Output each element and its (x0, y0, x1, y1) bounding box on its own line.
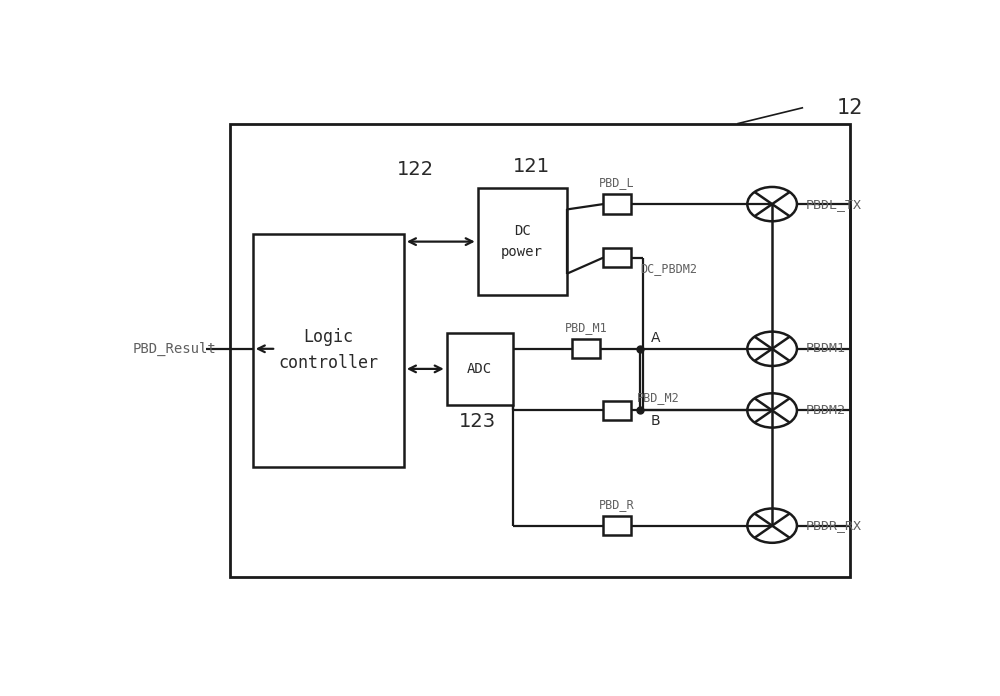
Bar (253, 234, 404, 467)
Bar (603, 401, 631, 420)
Bar (230, 124, 850, 576)
Bar (572, 339, 600, 358)
Bar (447, 333, 512, 405)
Text: DC
power: DC power (501, 224, 543, 259)
Text: B: B (650, 414, 660, 428)
Text: PBD_R: PBD_R (599, 498, 635, 511)
Text: PBD_M2: PBD_M2 (637, 390, 679, 404)
Text: 12: 12 (836, 97, 863, 118)
Bar (478, 188, 567, 295)
Circle shape (747, 187, 797, 221)
Circle shape (747, 393, 797, 427)
Bar (603, 516, 631, 535)
Text: PBD_Result: PBD_Result (133, 342, 216, 356)
Text: DC_PBDM2: DC_PBDM2 (640, 262, 697, 275)
Text: Logic
controller: Logic controller (278, 328, 378, 372)
Text: 123: 123 (459, 411, 496, 431)
Circle shape (747, 509, 797, 543)
Text: 121: 121 (513, 157, 550, 176)
Text: A: A (650, 331, 660, 345)
Text: PBD_L: PBD_L (599, 176, 635, 189)
Text: PBDM1: PBDM1 (806, 342, 846, 355)
Text: PBDL_TX: PBDL_TX (806, 198, 862, 211)
Bar (603, 194, 631, 214)
Text: PBDM2: PBDM2 (806, 404, 846, 417)
Bar (603, 248, 631, 267)
Circle shape (747, 332, 797, 366)
Text: ADC: ADC (467, 362, 492, 376)
Text: 122: 122 (397, 160, 434, 179)
Text: PBD_M1: PBD_M1 (565, 321, 608, 334)
Text: PBDR_RX: PBDR_RX (806, 519, 862, 532)
